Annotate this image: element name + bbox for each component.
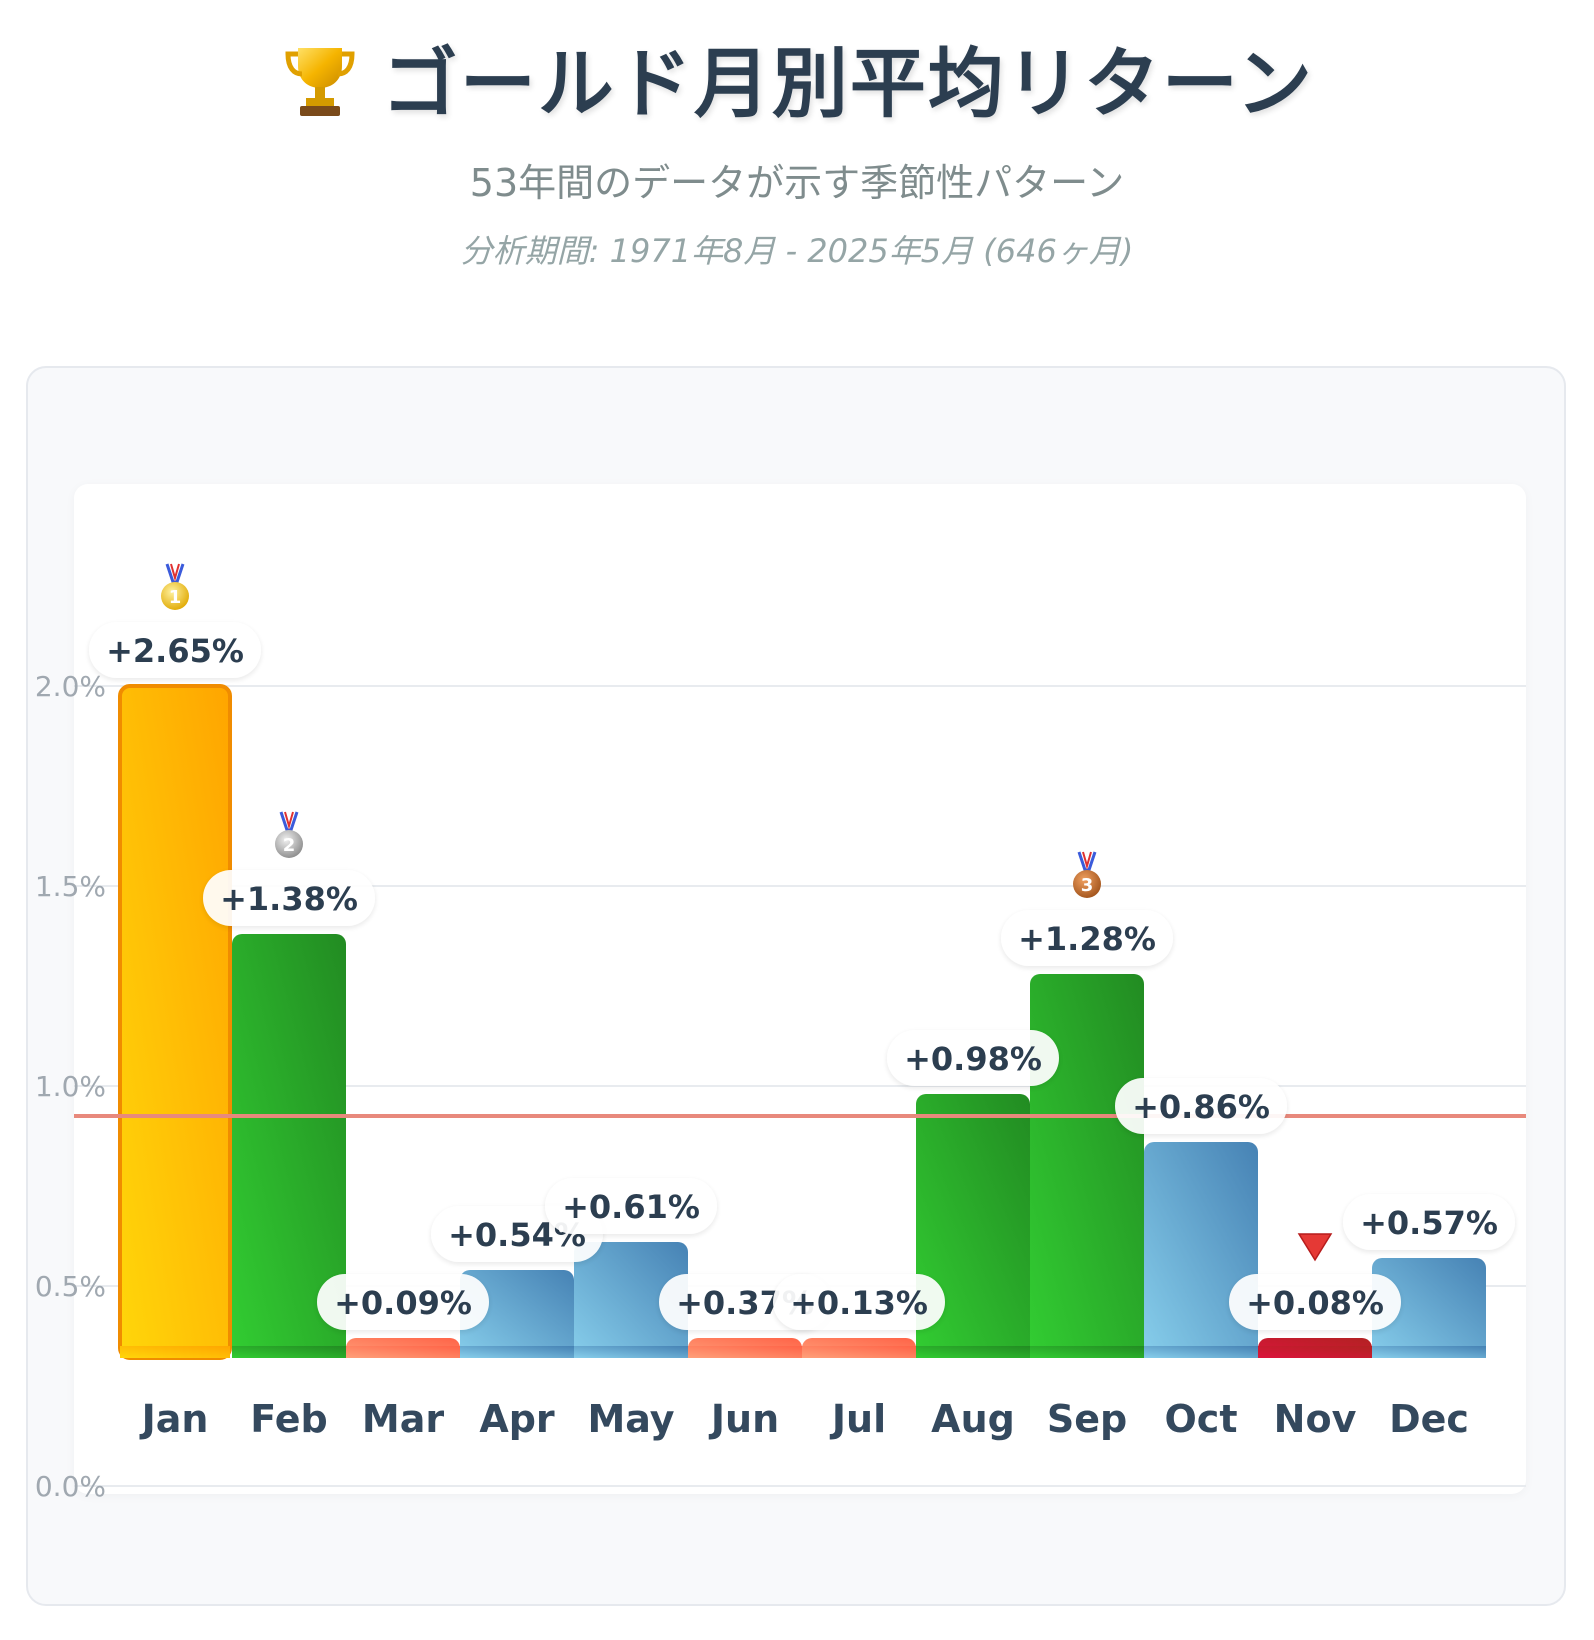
bar-dec bbox=[1372, 1258, 1486, 1358]
bar-sep bbox=[1030, 974, 1144, 1358]
y-tick-label: 2.0% bbox=[35, 670, 106, 703]
bronze-medal-icon: 3 bbox=[1073, 851, 1101, 898]
medal-ribbon-stripe bbox=[284, 811, 294, 830]
data-label: +1.38% bbox=[220, 880, 358, 918]
medal-disc bbox=[275, 830, 303, 858]
data-label-group: +0.86% bbox=[1115, 1078, 1287, 1134]
bar-base bbox=[688, 1346, 802, 1358]
data-label: +2.65% bbox=[106, 632, 244, 670]
y-tick-label: 0.0% bbox=[35, 1470, 106, 1503]
bar-jan bbox=[118, 684, 232, 1360]
bar-base bbox=[232, 1346, 346, 1358]
data-label: +0.13% bbox=[790, 1284, 928, 1322]
bar-base bbox=[346, 1346, 460, 1358]
bar-base bbox=[1030, 1346, 1144, 1358]
data-label: +1.28% bbox=[1018, 920, 1156, 958]
x-tick-label: Jul bbox=[829, 1397, 886, 1441]
medal-ribbon-stripe bbox=[1082, 851, 1092, 870]
data-label-group: +0.09% bbox=[317, 1274, 489, 1330]
subtitle: 53年間のデータが示す季節性パターン bbox=[469, 161, 1125, 205]
y-tick-label: 1.5% bbox=[35, 870, 106, 903]
x-tick-label: May bbox=[587, 1397, 674, 1441]
y-tick-label: 0.5% bbox=[35, 1270, 106, 1303]
red-down-triangle-icon bbox=[1297, 1233, 1333, 1262]
data-label-pill bbox=[203, 870, 375, 926]
data-label-group: +1.28% bbox=[1001, 910, 1173, 966]
x-tick-label: Aug bbox=[931, 1397, 1015, 1441]
data-label-pill bbox=[773, 1274, 945, 1330]
x-tick-label: Jan bbox=[139, 1397, 209, 1441]
data-label-group: +2.65% bbox=[89, 622, 261, 678]
bar-oct bbox=[1144, 1142, 1258, 1358]
data-label-group: +0.57% bbox=[1343, 1194, 1515, 1250]
x-tick-label: Nov bbox=[1274, 1397, 1357, 1441]
data-label-pill bbox=[1001, 910, 1173, 966]
page-title: ゴールド月別平均リターン bbox=[0, 22, 1594, 138]
data-label-pill bbox=[1229, 1274, 1401, 1330]
data-label: +0.98% bbox=[904, 1040, 1042, 1078]
x-tick-label: Sep bbox=[1047, 1397, 1127, 1441]
data-label: +0.57% bbox=[1360, 1204, 1498, 1242]
data-label-group: +1.38% bbox=[203, 870, 375, 926]
data-label-group: +0.61% bbox=[545, 1178, 717, 1234]
bar-base bbox=[460, 1346, 574, 1358]
medal-rank: 1 bbox=[169, 587, 182, 608]
data-label: +0.09% bbox=[334, 1284, 472, 1322]
data-label-pill bbox=[1343, 1194, 1515, 1250]
data-label-pill bbox=[89, 622, 261, 678]
medal-rank: 3 bbox=[1081, 875, 1094, 896]
medal-disc bbox=[1073, 870, 1101, 898]
bar-base bbox=[1258, 1346, 1372, 1358]
analysis-period: 分析期間: 1971年8月 - 2025年5月 (646ヶ月) bbox=[460, 232, 1134, 270]
data-label: +0.08% bbox=[1246, 1284, 1384, 1322]
x-tick-label: Apr bbox=[479, 1397, 555, 1441]
data-label-group: +0.08% bbox=[1229, 1274, 1401, 1330]
bar-base bbox=[1144, 1346, 1258, 1358]
bar-base bbox=[120, 1346, 230, 1358]
medal-ribbon-stripe bbox=[170, 563, 180, 582]
bar-apr bbox=[460, 1270, 574, 1358]
data-label-pill bbox=[317, 1274, 489, 1330]
data-label: +0.86% bbox=[1132, 1088, 1270, 1126]
bar-base bbox=[1372, 1346, 1486, 1358]
x-tick-label: Mar bbox=[362, 1397, 444, 1441]
medal-rank: 2 bbox=[283, 835, 296, 856]
data-label-pill bbox=[545, 1178, 717, 1234]
data-label-pill bbox=[887, 1030, 1059, 1086]
down-triangle-shape bbox=[1297, 1233, 1333, 1262]
bar-may bbox=[574, 1242, 688, 1358]
trophy-icon bbox=[280, 40, 360, 138]
bar-aug bbox=[916, 1094, 1030, 1358]
x-tick-label: Dec bbox=[1389, 1397, 1469, 1441]
data-label-pill bbox=[1115, 1078, 1287, 1134]
bar-feb bbox=[232, 934, 346, 1358]
medal-disc bbox=[161, 582, 189, 610]
silver-medal-icon: 2 bbox=[275, 811, 303, 858]
y-tick-label: 1.0% bbox=[35, 1070, 106, 1103]
data-label: +0.61% bbox=[562, 1188, 700, 1226]
data-label-group: +0.13% bbox=[773, 1274, 945, 1330]
bar-base bbox=[916, 1346, 1030, 1358]
x-tick-label: Oct bbox=[1165, 1397, 1238, 1441]
title-text: ゴールド月別平均リターン bbox=[381, 39, 1315, 128]
bar-base bbox=[802, 1346, 916, 1358]
gold-medal-icon: 1 bbox=[161, 563, 189, 610]
x-tick-label: Feb bbox=[250, 1397, 327, 1441]
bar-base bbox=[574, 1346, 688, 1358]
data-label-group: +0.98% bbox=[887, 1030, 1059, 1086]
x-tick-label: Jun bbox=[708, 1397, 779, 1441]
